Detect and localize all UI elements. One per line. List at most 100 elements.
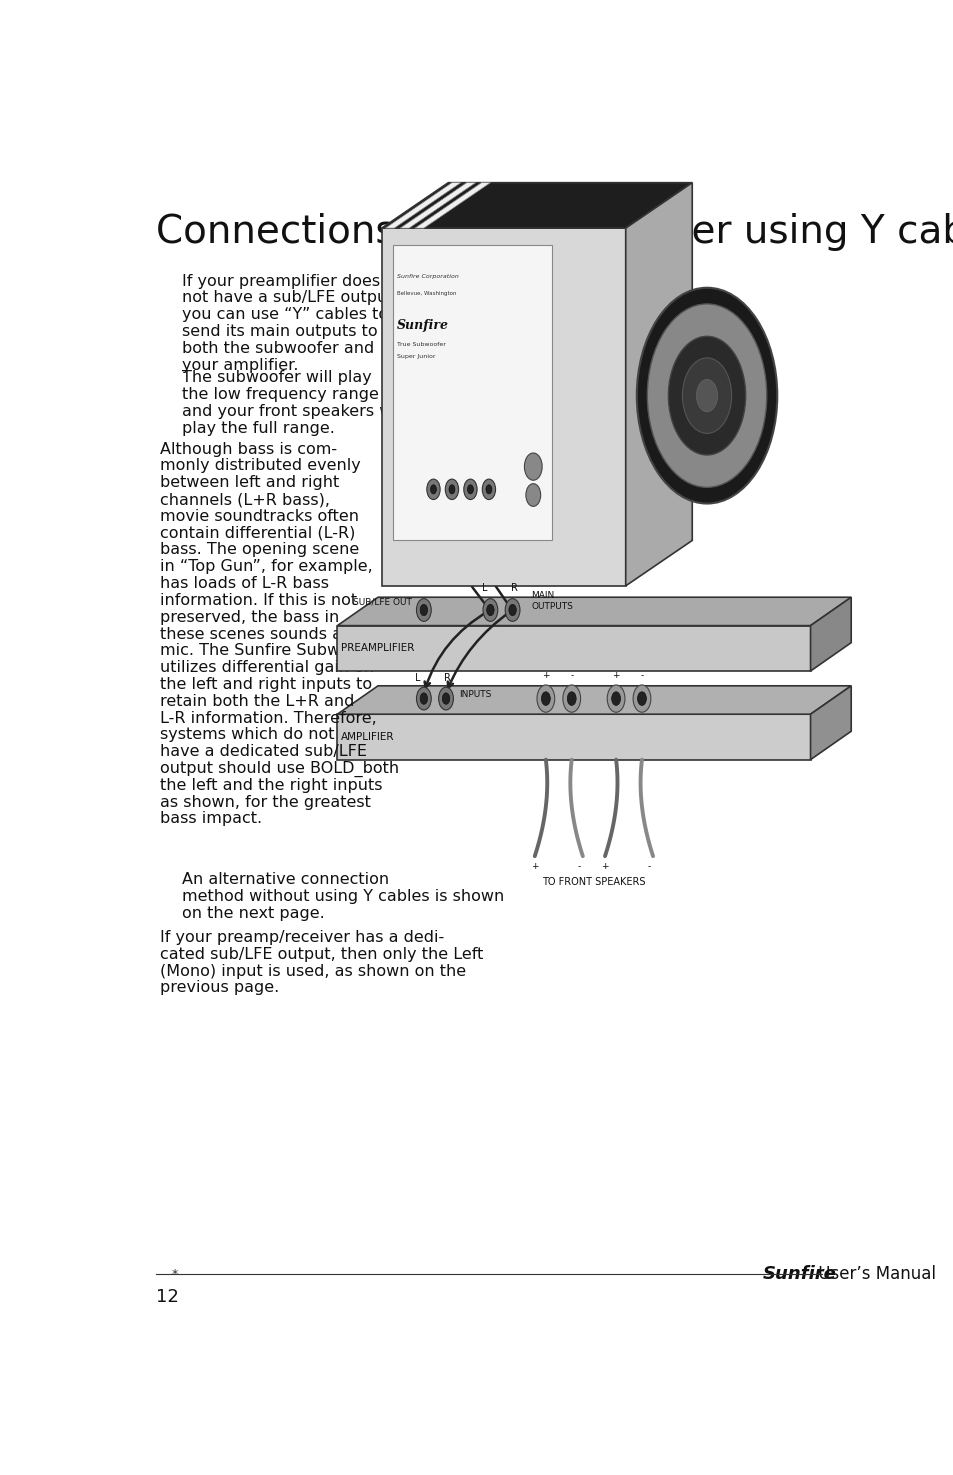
Circle shape (438, 687, 453, 709)
Text: +: + (531, 861, 537, 870)
Text: information. If this is not: information. If this is not (160, 593, 356, 608)
Circle shape (482, 479, 495, 500)
Text: MAIN
OUTPUTS: MAIN OUTPUTS (531, 591, 573, 611)
Circle shape (606, 684, 624, 712)
Circle shape (681, 358, 731, 434)
Text: your amplifier.: your amplifier. (182, 357, 298, 373)
Circle shape (696, 379, 717, 412)
Text: systems which do not: systems which do not (160, 727, 335, 742)
Text: utilizes differential gain on: utilizes differential gain on (160, 661, 374, 676)
Text: bass impact.: bass impact. (160, 811, 262, 826)
Text: -: - (639, 671, 643, 680)
Text: +: + (541, 671, 549, 680)
Text: Sunfire: Sunfire (396, 319, 448, 332)
Circle shape (562, 684, 580, 712)
Text: INPUTS: INPUTS (459, 689, 491, 699)
Text: method without using Y cables is shown: method without using Y cables is shown (182, 889, 504, 904)
Text: L-R information. Therefore,: L-R information. Therefore, (160, 711, 376, 726)
Circle shape (508, 605, 516, 615)
Text: play the full range.: play the full range. (182, 420, 335, 435)
Text: retain both the L+R and: retain both the L+R and (160, 693, 354, 709)
Text: -: - (577, 861, 580, 870)
Text: Super Junior: Super Junior (396, 354, 435, 360)
Text: preserved, the bass in: preserved, the bass in (160, 609, 339, 625)
Text: Bellevue, Washington: Bellevue, Washington (396, 291, 456, 295)
Text: +: + (612, 671, 619, 680)
Text: R: R (510, 583, 517, 593)
Polygon shape (337, 597, 850, 625)
Circle shape (611, 692, 619, 705)
Circle shape (430, 485, 436, 494)
Text: these scenes sounds ane-: these scenes sounds ane- (160, 627, 368, 642)
Text: the left and right inputs to: the left and right inputs to (160, 677, 372, 692)
Polygon shape (337, 686, 850, 714)
Text: PREAMPLIFIER: PREAMPLIFIER (341, 643, 414, 653)
Circle shape (419, 605, 427, 615)
Text: (Mono) input is used, as shown on the: (Mono) input is used, as shown on the (160, 963, 466, 978)
Text: between left and right: between left and right (160, 475, 339, 490)
Text: -: - (570, 671, 573, 680)
Text: User’s Manual: User’s Manual (812, 1266, 935, 1283)
Text: bass. The opening scene: bass. The opening scene (160, 543, 358, 558)
Text: True Subwoofer: True Subwoofer (396, 342, 445, 347)
Circle shape (525, 484, 540, 506)
Circle shape (426, 479, 439, 500)
Circle shape (505, 599, 519, 621)
Circle shape (541, 692, 550, 705)
Polygon shape (385, 183, 460, 229)
Circle shape (637, 288, 777, 503)
Polygon shape (625, 183, 692, 586)
Polygon shape (337, 714, 810, 760)
Text: L: L (481, 583, 487, 593)
Circle shape (647, 304, 766, 487)
Polygon shape (810, 686, 850, 760)
Circle shape (482, 599, 497, 621)
Text: you can use “Y” cables to: you can use “Y” cables to (182, 307, 388, 322)
Text: L: L (415, 673, 420, 683)
Text: Although bass is com-: Although bass is com- (160, 441, 336, 457)
Text: output should use BOLD_both: output should use BOLD_both (160, 761, 398, 777)
Text: channels (L+R bass),: channels (L+R bass), (160, 493, 330, 507)
Text: An alternative connection: An alternative connection (182, 872, 389, 886)
Circle shape (637, 692, 646, 705)
Circle shape (467, 485, 473, 494)
Text: the left and the right inputs: the left and the right inputs (160, 777, 382, 792)
Text: AMPLIFIER: AMPLIFIER (341, 732, 395, 742)
Text: The subwoofer will play: The subwoofer will play (182, 370, 372, 385)
Polygon shape (393, 245, 551, 540)
Circle shape (419, 693, 427, 704)
Polygon shape (381, 229, 625, 586)
Polygon shape (415, 183, 490, 229)
Text: movie soundtracks often: movie soundtracks often (160, 509, 358, 524)
Polygon shape (810, 597, 850, 671)
Circle shape (442, 693, 449, 704)
Polygon shape (400, 183, 476, 229)
Circle shape (633, 684, 650, 712)
Circle shape (537, 684, 554, 712)
Circle shape (567, 692, 576, 705)
Text: contain differential (L-R): contain differential (L-R) (160, 525, 355, 541)
Circle shape (445, 479, 458, 500)
Circle shape (668, 336, 745, 454)
Text: in “Top Gun”, for example,: in “Top Gun”, for example, (160, 559, 373, 574)
Text: TO FRONT SPEAKERS: TO FRONT SPEAKERS (541, 876, 645, 886)
Text: 12: 12 (156, 1288, 179, 1305)
Circle shape (416, 687, 431, 709)
Text: the low frequency range: the low frequency range (182, 386, 378, 401)
Text: has loads of L-R bass: has loads of L-R bass (160, 577, 329, 591)
Text: have a dedicated sub/LFE: have a dedicated sub/LFE (160, 745, 367, 760)
Text: If your preamplifier does: If your preamplifier does (182, 273, 380, 289)
Text: as shown, for the greatest: as shown, for the greatest (160, 795, 371, 810)
Circle shape (524, 453, 541, 481)
Text: +: + (600, 861, 608, 870)
Text: send its main outputs to: send its main outputs to (182, 324, 377, 339)
Text: mic. The Sunfire Subwoofer: mic. The Sunfire Subwoofer (160, 643, 381, 658)
Text: Sunfire: Sunfire (761, 1266, 836, 1283)
Text: on the next page.: on the next page. (182, 906, 325, 920)
Text: not have a sub/LFE output,: not have a sub/LFE output, (182, 291, 398, 305)
Circle shape (485, 485, 492, 494)
Text: Sunfire Corporation: Sunfire Corporation (396, 273, 457, 279)
Text: previous page.: previous page. (160, 981, 279, 996)
Text: R: R (443, 673, 451, 683)
Text: -: - (647, 861, 650, 870)
